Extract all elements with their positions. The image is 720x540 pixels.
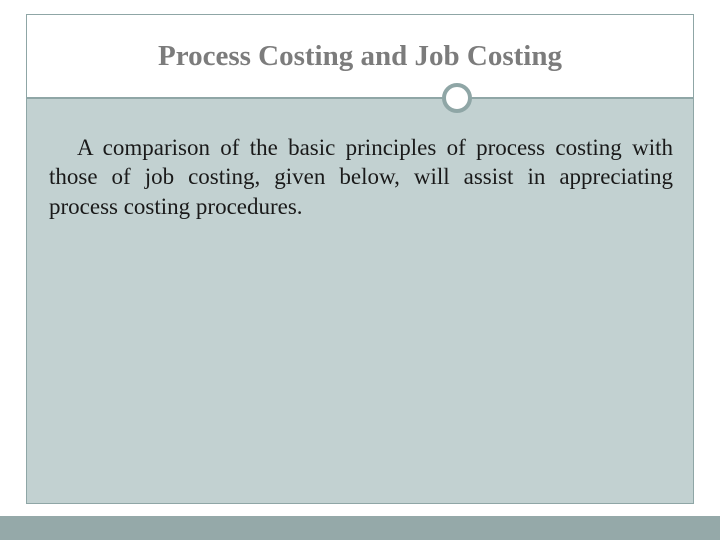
slide: Process Costing and Job Costing A compar…	[0, 0, 720, 540]
slide-title: Process Costing and Job Costing	[158, 40, 562, 73]
title-band: Process Costing and Job Costing	[27, 15, 693, 97]
slide-body: A comparison of the basic principles of …	[49, 133, 673, 221]
content-box: Process Costing and Job Costing A compar…	[26, 14, 694, 504]
divider-line	[27, 97, 693, 99]
circle-ornament-icon	[442, 83, 472, 113]
bottom-strip	[0, 516, 720, 540]
